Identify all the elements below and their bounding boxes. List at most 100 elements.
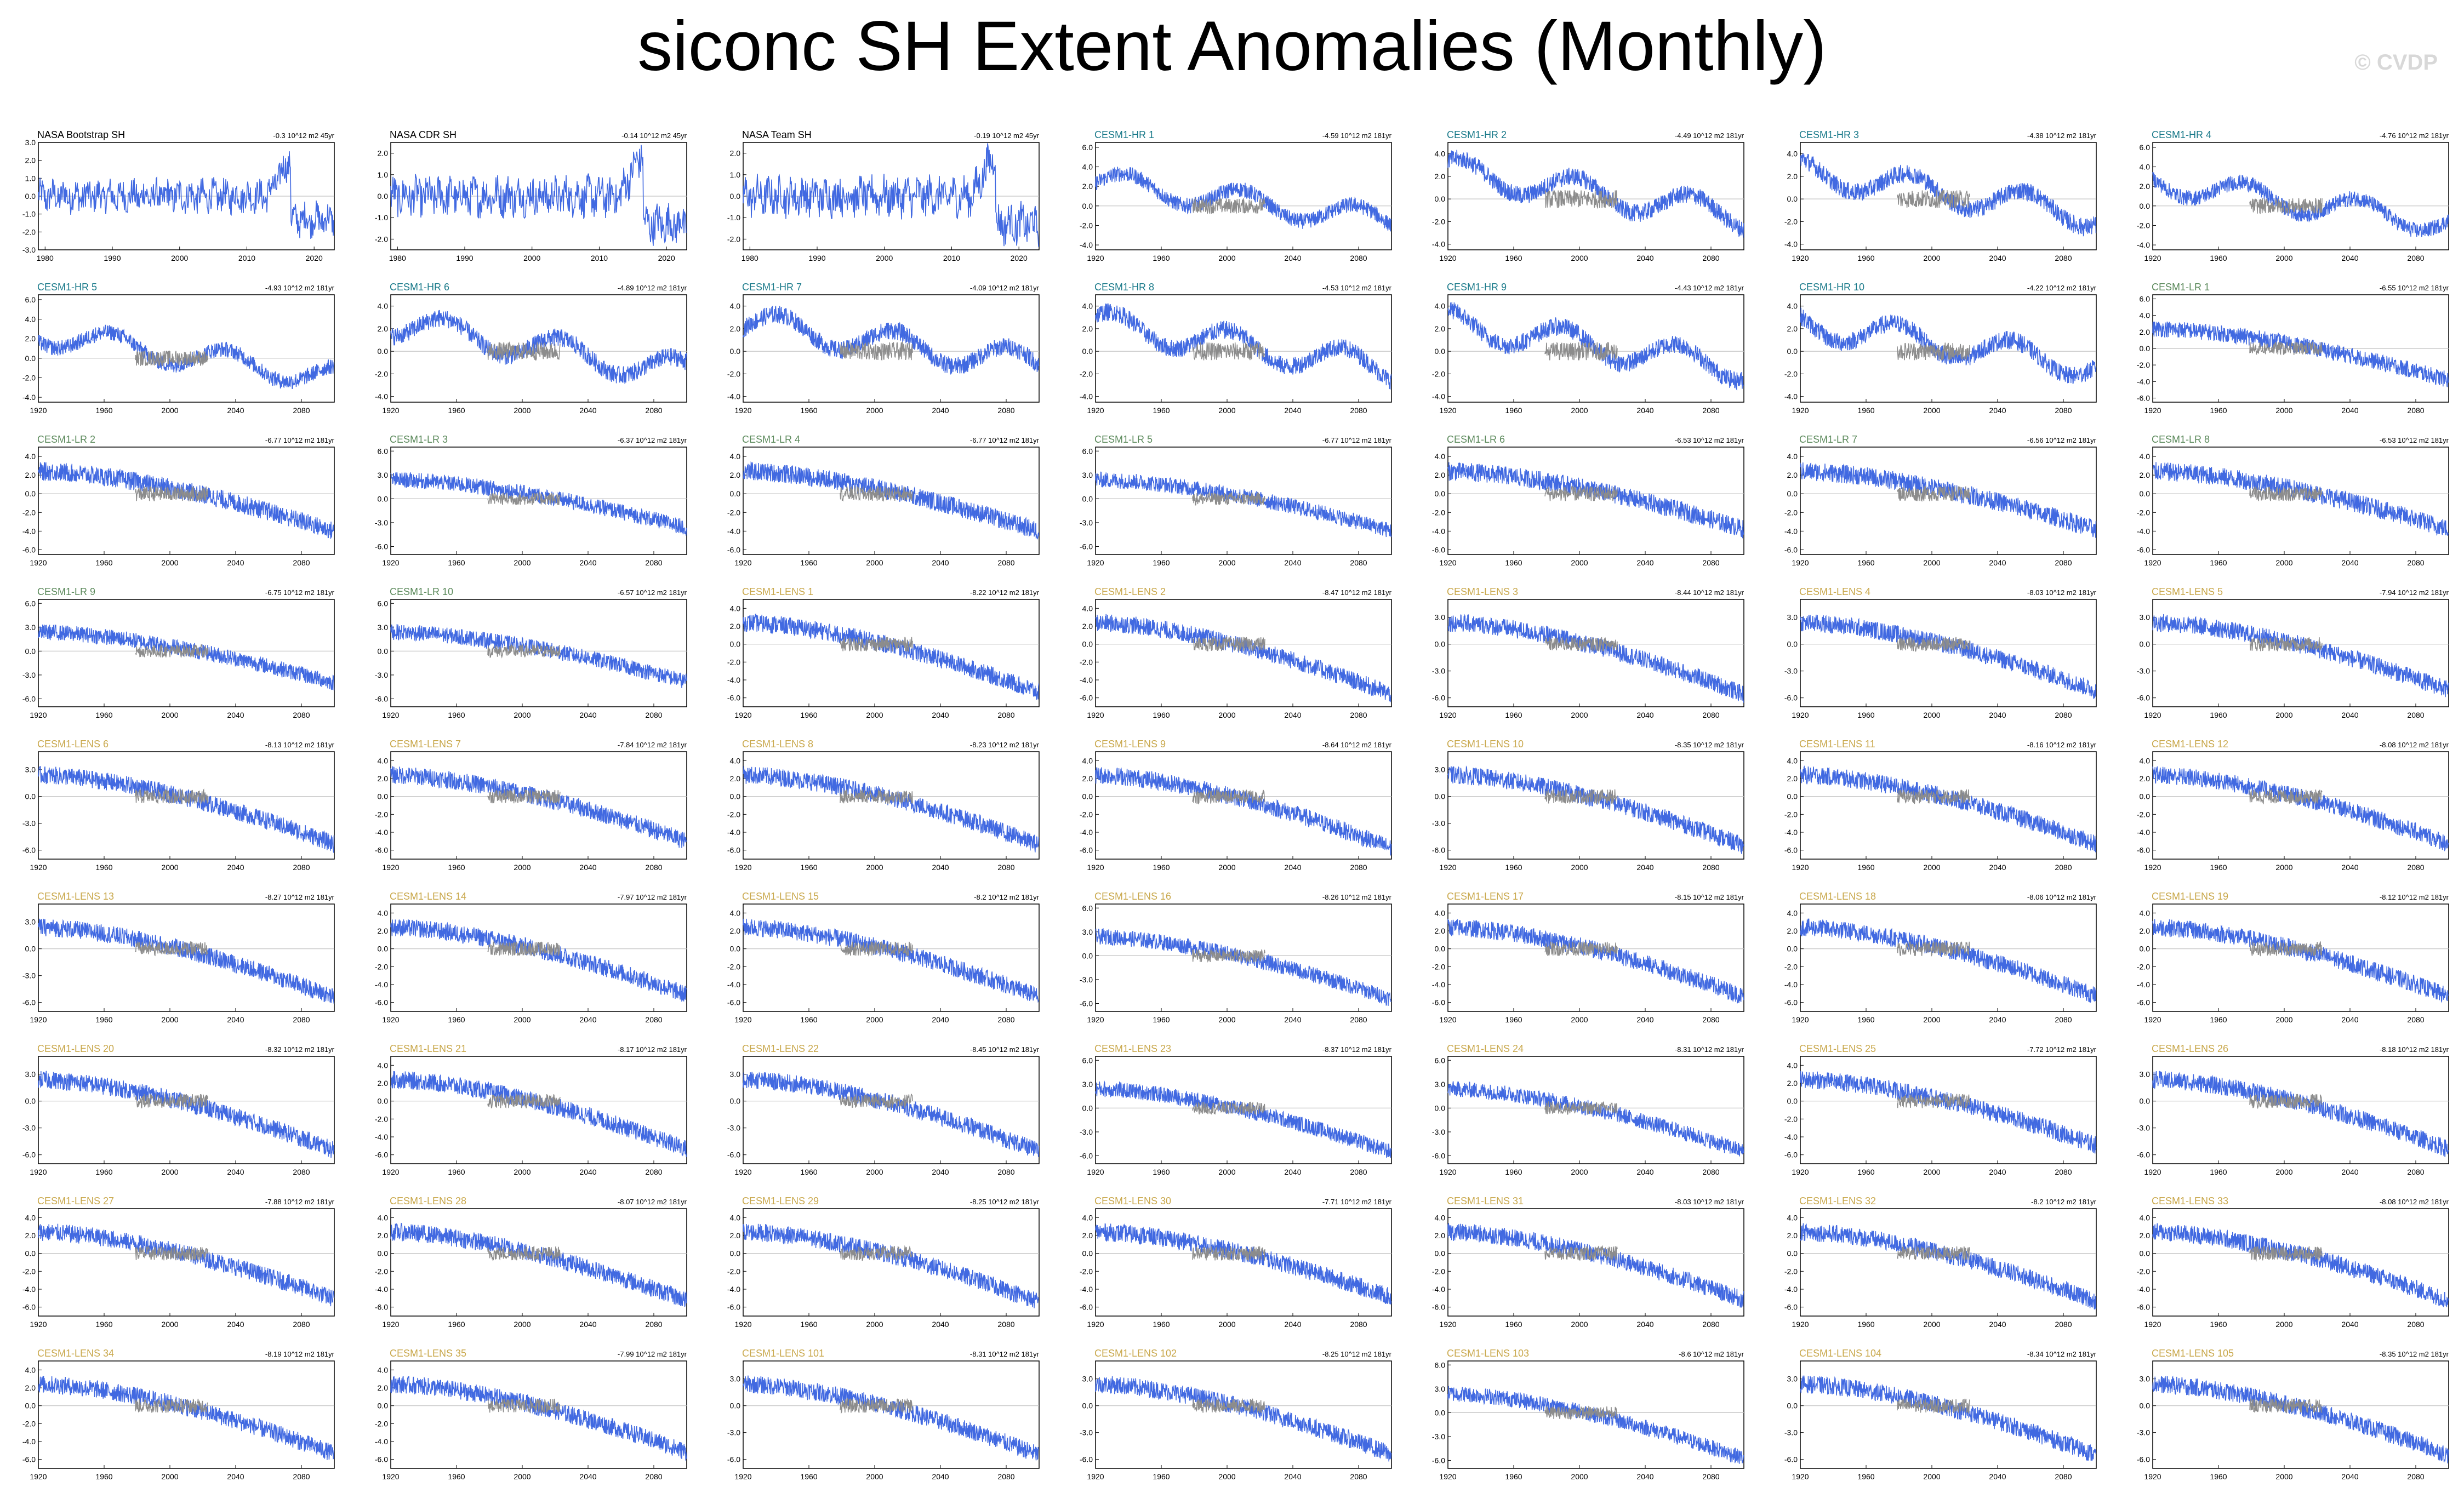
obs-overlay-line — [1897, 637, 1970, 652]
y-tick-label: 2.0 — [378, 1079, 389, 1088]
y-tick-label: -3.0 — [1432, 1128, 1445, 1136]
x-tick-label: 2000 — [2275, 254, 2292, 262]
panel-trend: -8.27 10^12 m2 181yr — [265, 893, 335, 901]
x-tick-label: 2000 — [1923, 1320, 1940, 1329]
series-line — [1447, 462, 1744, 539]
panel-label: CESM1-HR 4 — [2152, 129, 2211, 140]
panel-trend: -8.2 10^12 m2 181yr — [974, 893, 1040, 901]
panel-trend: -4.49 10^12 m2 181yr — [1675, 131, 1744, 140]
y-tick-label: 4.0 — [1435, 150, 1446, 158]
y-tick-label: 0.0 — [378, 792, 389, 801]
x-tick-label: 2000 — [514, 711, 531, 719]
y-tick-label: -2.0 — [375, 1267, 388, 1276]
y-tick-label: -6.0 — [1432, 1303, 1445, 1312]
obs-overlay-line — [1897, 190, 1970, 209]
x-tick-label: 1920 — [1439, 1168, 1456, 1176]
obs-overlay-line — [2249, 941, 2323, 957]
y-tick-label: -4.0 — [1080, 828, 1093, 837]
obs-overlay-line — [135, 486, 208, 502]
y-tick-label: -6.0 — [1784, 545, 1798, 554]
panel-frame — [390, 1360, 687, 1469]
panel-trend: -8.08 10^12 m2 181yr — [2380, 741, 2449, 749]
series-line — [743, 766, 1040, 853]
x-tick-label: 2000 — [1218, 1320, 1235, 1329]
x-tick-label: 1920 — [734, 1320, 751, 1329]
series-line — [1095, 1223, 1392, 1305]
obs-overlay-line — [487, 491, 561, 505]
y-tick-label: -3.0 — [1784, 1428, 1798, 1437]
x-tick-label: 1920 — [1087, 1472, 1104, 1481]
y-tick-label: 0.0 — [25, 1402, 36, 1410]
series-line — [1800, 462, 2097, 538]
obs-overlay-line — [487, 941, 561, 957]
x-tick-label: 2080 — [2407, 406, 2424, 415]
obs-overlay-line — [135, 644, 208, 658]
x-tick-label: 1960 — [800, 1015, 817, 1024]
panel-frame — [390, 294, 687, 403]
x-tick-label: 2040 — [2341, 558, 2358, 567]
panel-label: CESM1-LENS 21 — [390, 1043, 466, 1054]
x-tick-label: 2040 — [1284, 1472, 1301, 1481]
panel-label: CESM1-LR 2 — [37, 434, 95, 445]
panel-label: CESM1-LENS 10 — [1447, 739, 1524, 750]
y-tick-label: -6.0 — [2137, 393, 2150, 402]
x-tick-label: 2080 — [2407, 1320, 2424, 1329]
panel-frame — [1447, 1056, 1744, 1164]
y-tick-label: 4.0 — [1787, 1061, 1798, 1069]
panel: CESM1-LENS 103 -8.6 10^12 m2 181yr 6.0 3.0 0… — [1432, 1348, 1744, 1481]
x-tick-label: 1960 — [1153, 1472, 1170, 1481]
y-tick-label: -6.0 — [1080, 846, 1093, 855]
panel-frame — [2152, 1208, 2449, 1317]
panel-label: CESM1-LENS 16 — [1094, 891, 1171, 902]
y-tick-label: -2.0 — [22, 508, 36, 517]
y-tick-label: -4.0 — [1080, 1285, 1093, 1294]
panel-trend: -6.56 10^12 m2 181yr — [2027, 436, 2097, 444]
series-line — [1095, 471, 1392, 537]
y-tick-label: -2.0 — [727, 657, 740, 666]
y-tick-label: -4.0 — [375, 1132, 388, 1141]
y-tick-label: 2.0 — [2140, 774, 2151, 783]
panel-label: CESM1-LR 9 — [37, 586, 95, 597]
series-line — [390, 766, 687, 848]
series-line — [743, 461, 1040, 540]
x-tick-label: 2080 — [2407, 1168, 2424, 1176]
x-tick-label: 2040 — [579, 1015, 596, 1024]
y-tick-label: 3.0 — [25, 765, 36, 774]
panel-label: CESM1-LENS 14 — [390, 891, 466, 902]
y-tick-label: -6.0 — [2137, 998, 2150, 1007]
y-tick-label: -4.0 — [727, 1285, 740, 1294]
panel: CESM1-LENS 104 -8.34 10^12 m2 181yr 3.0 0.0… — [1784, 1348, 2097, 1481]
y-tick-label: -3.0 — [2137, 1124, 2150, 1132]
x-tick-label: 2000 — [514, 1168, 531, 1176]
y-tick-label: 3.0 — [1082, 1375, 1093, 1383]
x-tick-label: 1960 — [448, 406, 465, 415]
x-tick-label: 2080 — [2407, 1015, 2424, 1024]
panel-trend: -8.06 10^12 m2 181yr — [2027, 893, 2097, 901]
y-tick-label: -3.0 — [22, 819, 36, 828]
panel: CESM1-LENS 23 -8.37 10^12 m2 181yr 6.0 3.0 0… — [1080, 1043, 1392, 1176]
y-tick-label: -2.0 — [727, 810, 740, 819]
y-tick-label: 2.0 — [25, 471, 36, 479]
y-tick-label: 2.0 — [1435, 471, 1446, 479]
x-tick-label: 2000 — [2275, 863, 2292, 872]
panel: CESM1-LENS 11 -8.16 10^12 m2 181yr 4.0 2.0 0… — [1784, 739, 2097, 872]
y-tick-label: 0.0 — [1787, 1097, 1798, 1106]
y-tick-label: -2.0 — [2137, 221, 2150, 230]
x-tick-label: 2000 — [866, 406, 883, 415]
x-tick-label: 1920 — [30, 1320, 47, 1329]
y-tick-label: 0.0 — [2140, 945, 2151, 953]
y-tick-label: -2.0 — [2137, 361, 2150, 369]
x-tick-label: 2040 — [227, 711, 244, 719]
x-tick-label: 1920 — [382, 558, 399, 567]
panel-trend: -8.35 10^12 m2 181yr — [1675, 741, 1744, 749]
x-tick-label: 1960 — [95, 558, 112, 567]
x-tick-label: 1920 — [1792, 1168, 1809, 1176]
x-tick-label: 1920 — [2144, 1168, 2161, 1176]
x-tick-label: 2040 — [1636, 711, 1653, 719]
x-tick-label: 2040 — [579, 863, 596, 872]
panel-frame — [1095, 447, 1392, 555]
x-tick-label: 1920 — [1087, 558, 1104, 567]
panel-label: CESM1-HR 8 — [1094, 282, 1154, 293]
y-tick-label: -4.0 — [1784, 828, 1798, 837]
obs-overlay-line — [840, 789, 913, 804]
